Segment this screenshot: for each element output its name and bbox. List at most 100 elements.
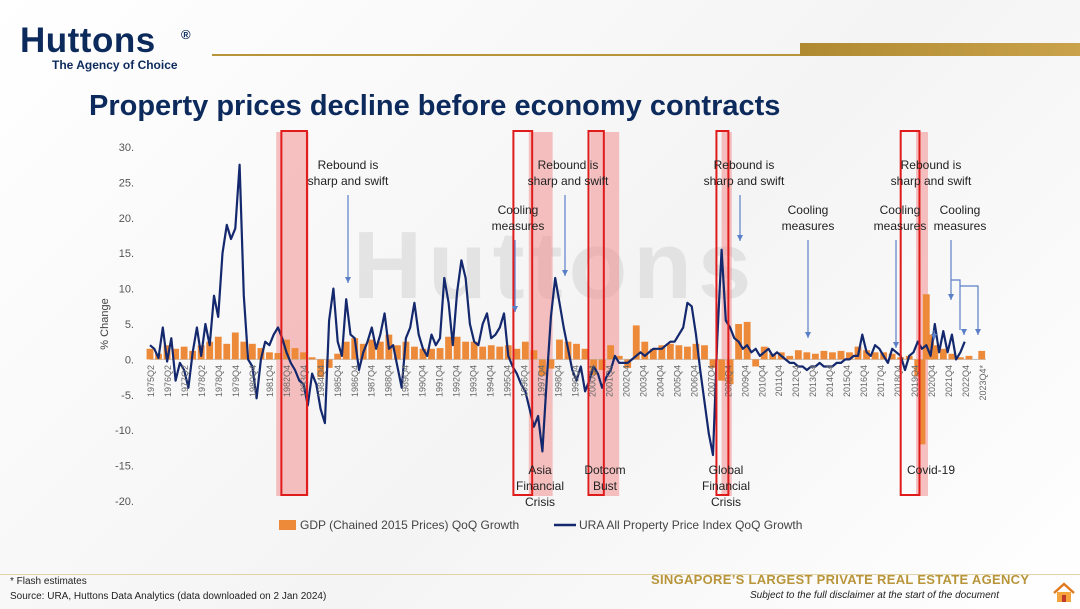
x-tick-label: 2009Q4 bbox=[740, 365, 750, 397]
arrow-head bbox=[948, 294, 954, 300]
x-tick-label: 2011Q4 bbox=[774, 365, 784, 396]
x-tick-label: 2022Q4 bbox=[961, 365, 971, 397]
rebound-note: Rebound is bbox=[538, 158, 599, 172]
rebound-note: Rebound is bbox=[714, 158, 775, 172]
gdp-bar bbox=[863, 350, 870, 360]
gdp-bar bbox=[675, 345, 683, 360]
y-tick-label: 30. bbox=[119, 142, 134, 154]
x-tick-label: 1990Q4 bbox=[418, 365, 428, 397]
gdp-bar bbox=[939, 348, 947, 360]
brand-logo: Huttons bbox=[20, 21, 156, 60]
arrow-head bbox=[931, 334, 937, 340]
gdp-bar bbox=[803, 352, 811, 360]
gdp-bar bbox=[811, 353, 819, 360]
cooling-measures-note: Cooling bbox=[788, 203, 829, 217]
footer-rule bbox=[0, 574, 1080, 575]
y-tick-label: -10. bbox=[115, 425, 134, 437]
disclaimer: Subject to the full disclaimer at the st… bbox=[750, 590, 1000, 601]
gdp-bar bbox=[658, 345, 666, 360]
crisis-label: Covid-19 bbox=[907, 463, 955, 477]
arrow-head bbox=[345, 277, 351, 283]
gdp-bar bbox=[274, 353, 282, 360]
slide-title: Property prices decline before economy c… bbox=[89, 90, 781, 122]
flash-estimates-note: * Flash estimates bbox=[10, 576, 87, 587]
x-tick-label: 1993Q4 bbox=[469, 365, 479, 397]
gdp-bar bbox=[956, 357, 964, 360]
gdp-bar bbox=[846, 352, 853, 360]
y-tick-label: -20. bbox=[115, 496, 134, 508]
gdp-bar bbox=[376, 341, 384, 360]
gdp-bar bbox=[368, 339, 376, 360]
gdp-bar bbox=[453, 336, 461, 360]
y-tick-label: 25. bbox=[119, 177, 134, 189]
x-tick-label: 2015Q4 bbox=[842, 365, 852, 397]
gdp-bar bbox=[820, 350, 828, 360]
gdp-bar bbox=[257, 348, 265, 360]
x-tick-label: 1998Q4 bbox=[554, 365, 564, 397]
gdp-bar bbox=[180, 346, 188, 360]
header-rule bbox=[212, 54, 800, 56]
x-tick-label: 2019Q4 bbox=[910, 365, 920, 397]
arrow-head bbox=[512, 306, 518, 312]
gdp-bar bbox=[530, 350, 538, 360]
crisis-label: Global bbox=[709, 463, 744, 477]
gdp-bar bbox=[248, 343, 256, 360]
x-tick-label: 1996Q4 bbox=[520, 365, 530, 397]
gdp-bar bbox=[487, 345, 495, 360]
gdp-bar bbox=[266, 352, 273, 360]
arrow-head bbox=[975, 329, 981, 335]
gdp-bar bbox=[172, 348, 180, 360]
gdp-bar bbox=[411, 346, 418, 360]
footer-tagline: SINGAPORE’S LARGEST PRIVATE REAL ESTATE … bbox=[651, 572, 1030, 587]
gdp-bar bbox=[709, 359, 717, 368]
x-tick-label: 2001Q4 bbox=[604, 365, 614, 397]
arrow-head bbox=[893, 342, 899, 348]
rebound-note: sharp and swift bbox=[308, 174, 389, 188]
gdp-bar bbox=[701, 345, 708, 360]
arrow-head bbox=[562, 270, 568, 276]
annotation-connector bbox=[951, 279, 961, 330]
gdp-bar bbox=[641, 341, 649, 360]
shaded-period bbox=[916, 132, 928, 496]
x-tick-label: 1978Q4 bbox=[214, 365, 224, 397]
arrow-head bbox=[737, 235, 743, 241]
gdp-bar bbox=[649, 348, 657, 360]
gdp-bar bbox=[871, 352, 879, 360]
gdp-bar bbox=[206, 341, 214, 360]
home-icon[interactable] bbox=[1052, 582, 1076, 609]
y-tick-label: 5. bbox=[125, 319, 134, 331]
x-tick-label: 1975Q2 bbox=[146, 365, 156, 397]
gdp-bar bbox=[325, 359, 333, 368]
gdp-bar bbox=[445, 336, 452, 360]
gdp-bar bbox=[351, 338, 359, 360]
gdp-bar bbox=[888, 353, 896, 360]
x-tick-label: 1989Q4 bbox=[401, 365, 411, 397]
crisis-highlight-box bbox=[512, 130, 534, 496]
gdp-bar bbox=[496, 346, 504, 360]
x-tick-label: 1978Q2 bbox=[197, 365, 207, 397]
cooling-measures-note: Cooling bbox=[940, 203, 981, 217]
x-tick-label: 1986Q4 bbox=[350, 365, 360, 397]
gdp-bar bbox=[428, 348, 435, 360]
arrow-head bbox=[805, 332, 811, 338]
gdp-bar bbox=[223, 343, 231, 360]
legend-bar-swatch bbox=[279, 520, 296, 530]
x-tick-label: 1987Q4 bbox=[367, 365, 377, 397]
x-tick-label: 2006Q4 bbox=[689, 365, 699, 397]
x-tick-label: 1979Q4 bbox=[231, 365, 241, 397]
gdp-bar bbox=[794, 350, 802, 360]
x-tick-label: 1977Q2 bbox=[180, 365, 190, 397]
gdp-bar bbox=[927, 334, 934, 360]
crisis-highlight-box bbox=[587, 130, 605, 496]
source-note: Source: URA, Huttons Data Analytics (dat… bbox=[10, 591, 327, 602]
crisis-label: Asia bbox=[528, 463, 552, 477]
shaded-period bbox=[528, 132, 553, 496]
gdp-bar bbox=[931, 345, 939, 360]
arrow-head bbox=[961, 329, 967, 335]
crisis-highlight-box bbox=[899, 130, 921, 496]
y-tick-label: 10. bbox=[119, 284, 134, 296]
gdp-bar bbox=[978, 350, 986, 360]
x-tick-label: 2018Q4 bbox=[893, 365, 903, 397]
rebound-note: sharp and swift bbox=[704, 174, 785, 188]
